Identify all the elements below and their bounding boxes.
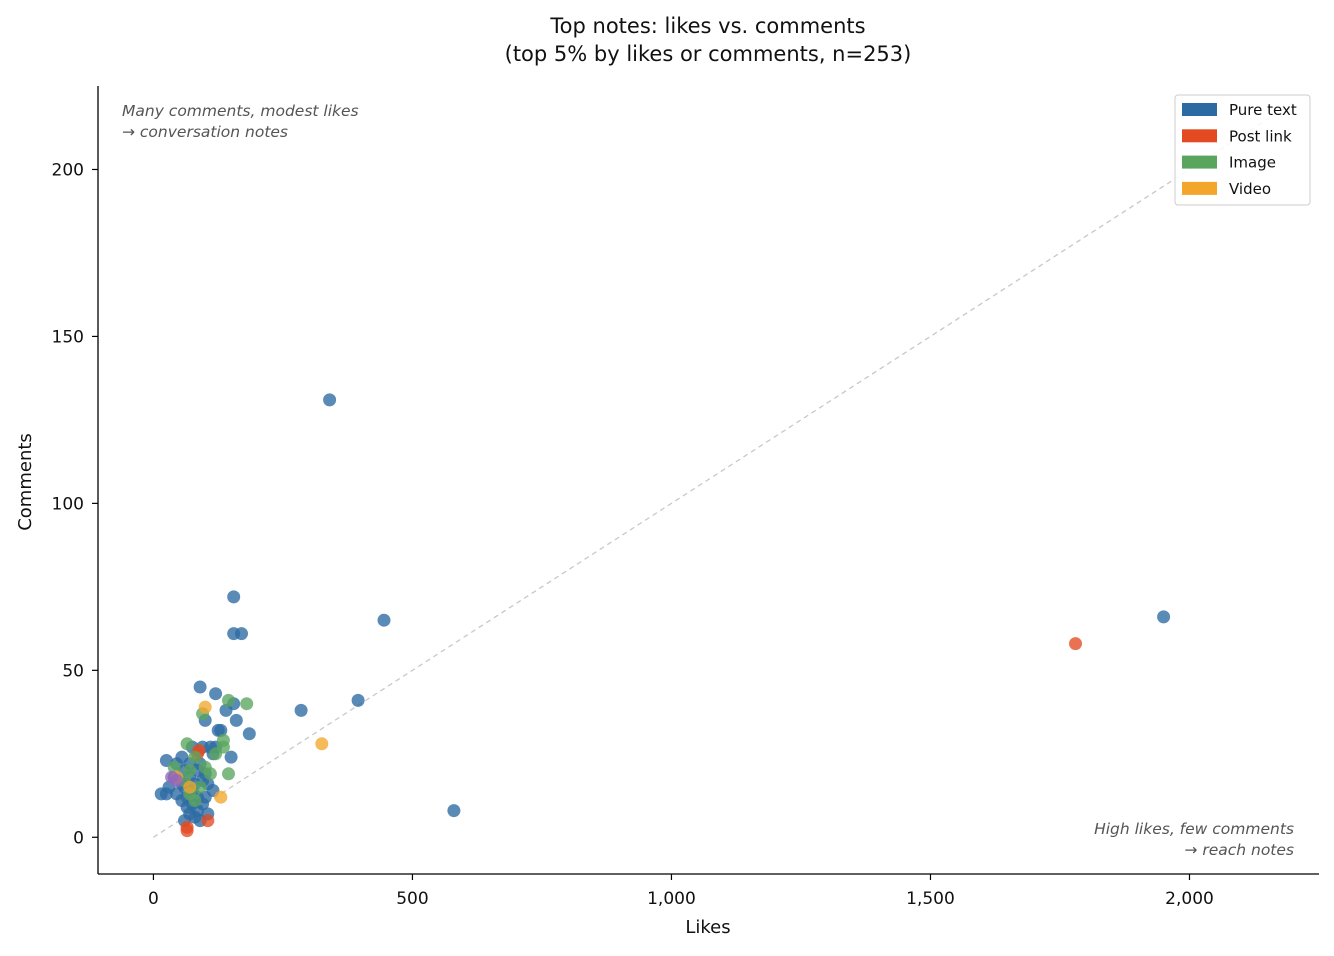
y-tick-label: 0 [73, 828, 84, 848]
data-point [180, 737, 194, 751]
annotation-reach-notes: High likes, few comments → reach notes [1094, 820, 1294, 859]
data-point [227, 590, 241, 604]
legend-label: Pure text [1229, 101, 1297, 119]
data-point [242, 727, 256, 741]
annotation-bottom-right-line-1: High likes, few comments [1094, 820, 1294, 838]
x-tick-label: 0 [148, 889, 159, 909]
data-point [1157, 610, 1171, 624]
chart-title-line-1: Top notes: likes vs. comments [549, 14, 865, 38]
series-post-link [180, 637, 1082, 838]
data-point [159, 787, 173, 801]
axes [97, 86, 1319, 875]
y-tick-label: 150 [52, 327, 84, 347]
annotation-top-left-line-2: → conversation notes [122, 123, 288, 141]
data-point [222, 767, 235, 781]
x-ticks: 0 500 1,000 1,500 2,000 [148, 874, 1214, 909]
data-point [219, 703, 233, 717]
legend: Pure text Post link Image Video [1174, 94, 1311, 206]
data-point [198, 760, 212, 774]
data-point [180, 824, 194, 838]
data-point [193, 780, 207, 794]
x-tick-label: 2,000 [1165, 889, 1214, 909]
x-tick-label: 1,500 [906, 889, 955, 909]
data-point [165, 770, 179, 784]
legend-label: Video [1229, 180, 1271, 198]
data-point [183, 780, 197, 794]
data-point [209, 747, 223, 761]
plot-area [153, 102, 1294, 838]
legend-frame [1174, 94, 1311, 206]
data-point [229, 713, 243, 727]
data-point [209, 687, 223, 701]
y-tick-label: 50 [62, 661, 84, 681]
chart-title: Top notes: likes vs. comments (top 5% by… [505, 14, 912, 66]
y-tick-label: 200 [52, 160, 84, 180]
data-point [235, 627, 248, 641]
data-point [240, 697, 254, 711]
data-point [377, 613, 391, 627]
data-point [222, 693, 235, 707]
data-point [315, 737, 329, 751]
data-point [447, 804, 461, 818]
data-point [167, 760, 181, 774]
legend-swatch [1182, 129, 1217, 143]
data-point [211, 723, 225, 737]
data-point [188, 794, 202, 807]
annotation-conversation-notes: Many comments, modest likes → conversati… [122, 102, 359, 141]
y-tick-label: 100 [52, 494, 84, 514]
annotation-bottom-right-line-2: → reach notes [1184, 841, 1294, 859]
legend-swatch [1182, 181, 1217, 195]
legend-label: Post link [1229, 127, 1292, 145]
data-point [294, 703, 308, 717]
legend-swatch [1182, 155, 1217, 169]
reference-line [153, 102, 1294, 838]
data-point [198, 700, 212, 714]
x-tick-label: 500 [396, 889, 428, 909]
data-point [201, 814, 215, 828]
y-axis-label: Comments [15, 433, 36, 531]
data-point [188, 750, 202, 764]
data-point [183, 764, 197, 777]
annotation-top-left-line-1: Many comments, modest likes [122, 102, 359, 120]
y-ticks: 0 50 100 150 200 [52, 160, 98, 848]
legend-swatch [1182, 103, 1217, 116]
x-tick-label: 1,000 [647, 889, 696, 909]
data-point [214, 790, 228, 804]
data-point [1069, 637, 1082, 651]
data-point [224, 750, 238, 764]
series-pure-text [154, 393, 1171, 828]
data-point [351, 693, 365, 707]
x-axis-label: Likes [685, 917, 730, 938]
data-point [323, 393, 337, 407]
data-point [193, 680, 207, 694]
series-other [165, 770, 184, 787]
legend-label: Image [1229, 154, 1276, 172]
chart-title-line-2: (top 5% by likes or comments, n=253) [505, 42, 912, 66]
